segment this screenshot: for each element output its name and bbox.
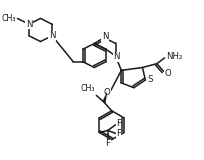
Text: CH₃: CH₃ (80, 84, 95, 93)
Text: F: F (115, 119, 120, 128)
Text: NH₂: NH₂ (166, 52, 182, 61)
Text: S: S (147, 75, 152, 84)
Text: F: F (105, 140, 110, 148)
Text: F: F (115, 129, 120, 138)
Text: O: O (103, 88, 110, 97)
Text: N: N (113, 52, 119, 61)
Text: N: N (101, 32, 108, 41)
Polygon shape (102, 92, 106, 103)
Text: N: N (49, 31, 55, 40)
Text: O: O (163, 69, 170, 78)
Text: N: N (26, 20, 32, 29)
Text: CH₃: CH₃ (1, 14, 16, 23)
